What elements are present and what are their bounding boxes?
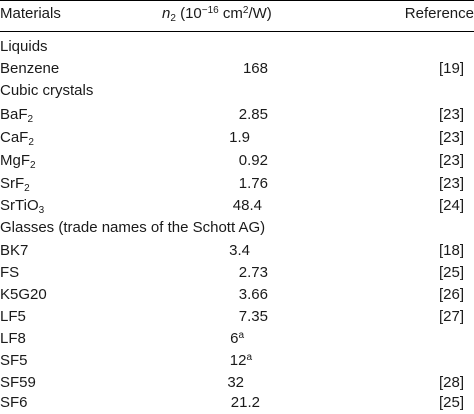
- footnote-mark: a: [238, 330, 244, 341]
- table-row: SF59 32 [28]: [0, 372, 474, 394]
- material-name: SrTiO3: [0, 197, 45, 216]
- n2-value: 168: [242, 60, 268, 77]
- material-name: BK7: [0, 242, 29, 259]
- table-row: LF5 7.35 [27]: [0, 306, 474, 328]
- table-row: SrTiO3 48.4 [24]: [0, 195, 474, 217]
- reference: [24]: [438, 197, 464, 214]
- table-row: BaF2 2.85 [23]: [0, 104, 474, 126]
- column-header-n2: n2 (10−16 cm2/W): [162, 4, 272, 24]
- table-row: BK7 3.4 [18]: [0, 240, 474, 262]
- table-row: CaF2 1.9 [23]: [0, 127, 474, 149]
- section-title: Liquids: [0, 38, 48, 55]
- section-liquids: Liquids: [0, 36, 474, 58]
- section-glasses: Glasses (trade names of the Schott AG): [0, 217, 474, 239]
- reference: [25]: [438, 394, 464, 411]
- reference: [18]: [438, 242, 464, 259]
- reference: [19]: [438, 60, 464, 77]
- footnote-mark: a: [246, 352, 252, 363]
- n2-value: 0.92: [238, 152, 268, 169]
- column-header-materials: Materials: [0, 5, 61, 22]
- material-name: CaF2: [0, 129, 34, 148]
- table-row: Benzene 168 [19]: [0, 58, 474, 80]
- n2-value: 2.73: [238, 264, 268, 281]
- n2-value: 32: [227, 374, 244, 391]
- table-row: LF8 6a: [0, 328, 474, 350]
- n2-value: 21.2: [230, 394, 260, 411]
- table-row: MgF2 0.92 [23]: [0, 150, 474, 172]
- reference: [23]: [438, 129, 464, 146]
- n2-value: 6a: [230, 330, 244, 347]
- material-name: MgF2: [0, 152, 36, 171]
- material-name: LF5: [0, 308, 26, 325]
- section-title: Glasses (trade names of the Schott AG): [0, 219, 266, 236]
- n2-value: 1.76: [238, 175, 268, 192]
- material-name: SrF2: [0, 175, 30, 194]
- reference: [23]: [438, 175, 464, 192]
- material-name: Benzene: [0, 60, 60, 77]
- reference: [23]: [438, 152, 464, 169]
- table-top-rule: [0, 0, 474, 1]
- table-row: SF5 12a: [0, 350, 474, 372]
- table-row: SrF2 1.76 [23]: [0, 173, 474, 195]
- column-header-reference: Reference: [404, 5, 474, 22]
- reference: [26]: [438, 286, 464, 303]
- reference: [27]: [438, 308, 464, 325]
- material-name: FS: [0, 264, 20, 281]
- material-name: SF6: [0, 394, 28, 411]
- unit-close: /W): [248, 5, 272, 22]
- reference: [23]: [438, 106, 464, 123]
- unit-exponent: −16: [201, 5, 219, 16]
- n2-symbol: n: [162, 5, 171, 22]
- n2-subscript: 2: [170, 13, 176, 24]
- unit-cm-exponent: 2: [242, 5, 249, 16]
- reference: [25]: [438, 264, 464, 281]
- unit-cm: cm: [222, 5, 243, 22]
- table-row: K5G20 3.66 [26]: [0, 284, 474, 306]
- n2-value: 1.9: [229, 129, 250, 146]
- material-name: BaF2: [0, 106, 34, 125]
- n2-value: 2.85: [238, 106, 268, 123]
- material-name: LF8: [0, 330, 26, 347]
- material-name: K5G20: [0, 286, 47, 303]
- material-name: SF5: [0, 352, 28, 369]
- material-name: SF59: [0, 374, 36, 391]
- table-row: FS 2.73 [25]: [0, 262, 474, 284]
- unit-open: (10: [180, 5, 202, 22]
- section-title: Cubic crystals: [0, 82, 94, 99]
- n2-value: 48.4: [232, 197, 262, 214]
- header-rule: [0, 31, 474, 32]
- n2-value: 3.66: [238, 286, 268, 303]
- table-row: SF6 21.2 [25]: [0, 392, 474, 414]
- n2-value: 12a: [229, 352, 252, 369]
- n2-value: 3.4: [229, 242, 250, 259]
- reference: [28]: [438, 374, 464, 391]
- n2-value: 7.35: [238, 308, 268, 325]
- section-cubic-crystals: Cubic crystals: [0, 80, 474, 102]
